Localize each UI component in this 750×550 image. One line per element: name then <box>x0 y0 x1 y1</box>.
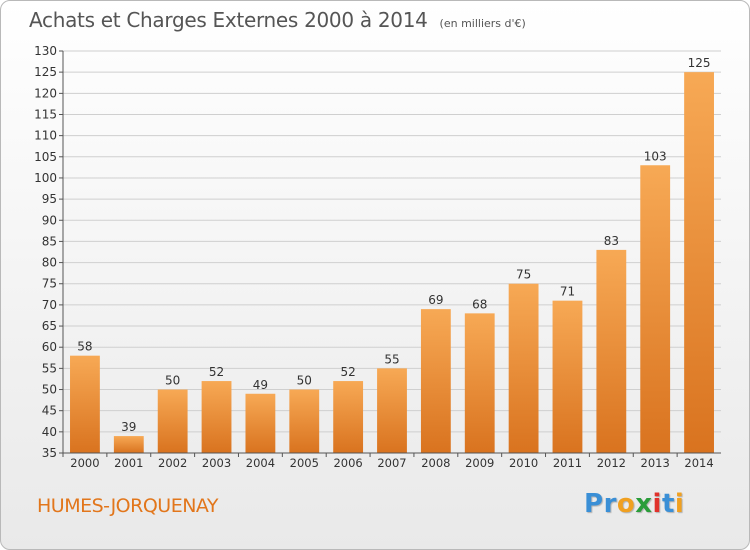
data-label-2010: 75 <box>516 268 531 282</box>
y-tick-label: 90 <box>42 213 57 227</box>
chart-subtitle: (en milliers d'€) <box>439 17 526 30</box>
y-tick-label: 75 <box>42 277 57 291</box>
x-tick-label-2002: 2002 <box>158 456 187 470</box>
x-tick-label-2007: 2007 <box>377 456 406 470</box>
logo-letter: o <box>616 489 636 519</box>
y-tick-label: 55 <box>42 361 57 375</box>
logo-letter: i <box>674 489 685 519</box>
bar-2005 <box>289 389 320 453</box>
data-label-2006: 52 <box>340 365 355 379</box>
x-tick-label-2014: 2014 <box>684 456 713 470</box>
y-tick-label: 50 <box>42 383 57 397</box>
x-tick-label-2011: 2011 <box>553 456 582 470</box>
bar-2011 <box>552 300 583 453</box>
x-tick-label-2009: 2009 <box>465 456 494 470</box>
logo-letter: t <box>661 489 675 519</box>
proxiti-logo[interactable]: Proxiti <box>584 489 684 519</box>
y-tick-label: 100 <box>34 171 57 185</box>
data-label-2007: 55 <box>384 352 399 366</box>
bar-2006 <box>333 381 364 453</box>
bar-2014 <box>684 72 714 453</box>
data-labels: 58 39 50 52 49 50 52 55 69 68 75 71 83 103 125 <box>77 56 710 434</box>
y-tick-label: 40 <box>42 425 57 439</box>
y-tick-label: 115 <box>34 107 57 121</box>
bar-2008 <box>420 309 451 453</box>
data-label-2002: 50 <box>165 374 180 388</box>
x-tick-label-2012: 2012 <box>597 456 626 470</box>
x-tick-label-2013: 2013 <box>641 456 670 470</box>
chart-title: Achats et Charges Externes 2000 à 2014 (e… <box>29 8 526 32</box>
data-label-2004: 49 <box>253 378 268 392</box>
logo-letter: r <box>603 489 617 519</box>
logo-letter: x <box>635 489 653 519</box>
logo-letter: P <box>584 489 604 519</box>
x-tick-label-2004: 2004 <box>246 456 275 470</box>
location-name: HUMES-JORQUENAY <box>37 495 219 517</box>
y-tick-label: 105 <box>34 150 57 164</box>
data-label-2012: 83 <box>604 234 619 248</box>
data-label-2014: 125 <box>688 56 711 70</box>
bar-2003 <box>201 381 232 453</box>
y-tick-label: 110 <box>34 129 57 143</box>
data-label-2005: 50 <box>297 374 312 388</box>
y-tick-label: 130 <box>34 44 57 58</box>
bar-2001 <box>113 436 144 453</box>
bar-2010 <box>508 283 539 453</box>
x-tick-label-2000: 2000 <box>70 456 99 470</box>
y-tick-label: 85 <box>42 234 57 248</box>
bars <box>70 72 714 453</box>
y-tick-label: 60 <box>42 340 57 354</box>
data-label-2009: 68 <box>472 297 487 311</box>
data-label-2000: 58 <box>77 340 92 354</box>
y-axis-ticks: 35 40 45 50 55 60 65 70 75 80 85 90 95 100 105 110 115 12… <box>34 44 63 460</box>
x-tick-label-2006: 2006 <box>333 456 362 470</box>
x-tick-label-2003: 2003 <box>202 456 231 470</box>
data-label-2001: 39 <box>121 420 136 434</box>
bar-2013 <box>640 165 671 453</box>
x-tick-label-2001: 2001 <box>114 456 143 470</box>
data-label-2013: 103 <box>644 149 667 163</box>
x-axis-ticks: 2000 2001 2002 2003 2004 2005 2006 2007 2008 2009… <box>62 453 714 470</box>
bar-2002 <box>157 389 188 453</box>
logo-letter: i <box>652 489 662 519</box>
x-tick-label-2008: 2008 <box>421 456 450 470</box>
y-tick-label: 125 <box>34 65 57 79</box>
x-tick-label-2010: 2010 <box>509 456 538 470</box>
bar-2000 <box>70 355 100 453</box>
bar-2012 <box>596 249 627 453</box>
y-tick-label: 35 <box>42 446 57 460</box>
chart-title-text: Achats et Charges Externes 2000 à 2014 <box>29 8 428 32</box>
y-tick-label: 65 <box>42 319 57 333</box>
bar-2009 <box>464 313 495 453</box>
data-label-2011: 71 <box>560 285 575 299</box>
y-tick-label: 70 <box>42 298 57 312</box>
data-label-2003: 52 <box>209 365 224 379</box>
y-tick-label: 120 <box>34 86 57 100</box>
bar-2004 <box>245 393 276 453</box>
bar-2007 <box>377 368 407 453</box>
y-tick-label: 95 <box>42 192 57 206</box>
y-tick-label: 45 <box>42 404 57 418</box>
x-tick-label-2005: 2005 <box>290 456 319 470</box>
data-label-2008: 69 <box>428 293 443 307</box>
y-tick-label: 80 <box>42 256 57 270</box>
